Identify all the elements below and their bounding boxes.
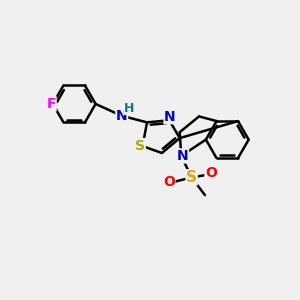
Text: S: S [186, 170, 197, 185]
Text: N: N [164, 110, 176, 124]
Text: F: F [46, 97, 56, 111]
Text: O: O [205, 167, 217, 181]
Text: N: N [116, 109, 128, 123]
Text: H: H [124, 102, 134, 115]
Text: S: S [135, 139, 145, 152]
Text: N: N [177, 149, 188, 163]
Text: O: O [163, 175, 175, 189]
